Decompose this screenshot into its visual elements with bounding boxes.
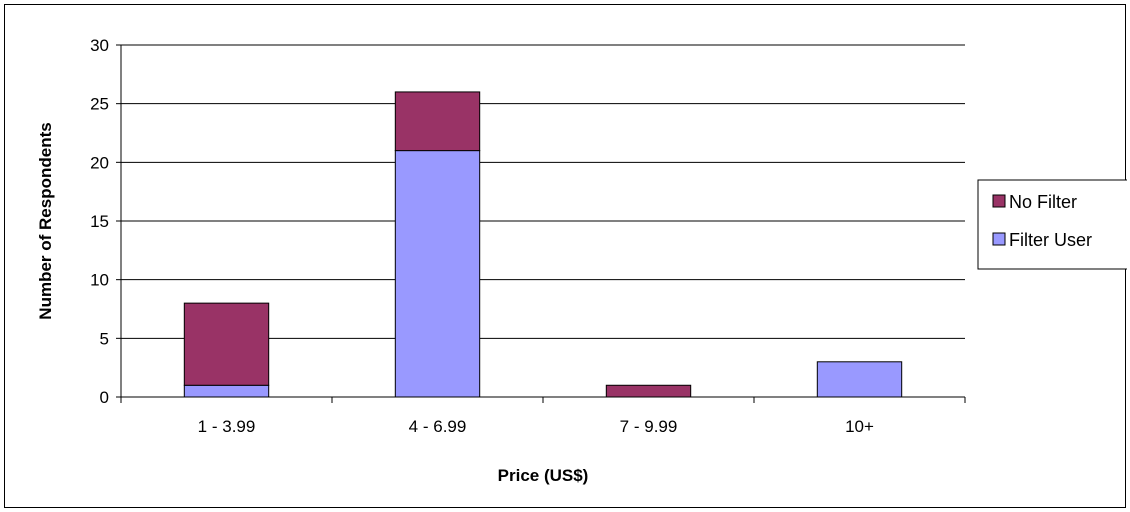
bar-no-filter [605,384,692,398]
bar-filter-user [183,384,270,398]
bar-filter-user [816,361,903,398]
x-tick-label: 4 - 6.99 [409,417,467,436]
y-tick-label: 20 [90,153,109,172]
legend-label: No Filter [1009,192,1077,212]
x-axis-title: Price (US$) [498,466,589,485]
legend: No Filter Filter User [977,179,1127,270]
legend-box [977,179,1127,270]
chart-frame: 0 5 10 15 20 25 30 1 - 3.99 4 - 6.99 7 - 9.99 10+ … [4,4,1127,508]
legend-label: Filter User [1009,230,1092,250]
bar-no-filter [394,91,481,152]
legend-swatch-filter-user [992,232,1006,246]
bars [183,91,903,398]
y-tick-label: 25 [90,95,109,114]
axes: 0 5 10 15 20 25 30 1 - 3.99 4 - 6.99 7 - 9.99 10+ [90,36,966,436]
x-tick-label: 1 - 3.99 [198,417,256,436]
x-tick-label: 10+ [845,417,874,436]
y-axis-title: Number of Respondents [36,122,55,319]
x-tick-label: 7 - 9.99 [620,417,678,436]
y-tick-label: 15 [90,212,109,231]
legend-swatch-no-filter [992,194,1006,208]
y-tick-label: 30 [90,36,109,55]
gridlines [121,44,965,339]
y-tick-label: 10 [90,271,109,290]
bar-no-filter [183,302,270,386]
bar-filter-user [394,150,481,398]
y-tick-label: 0 [100,388,109,407]
y-tick-label: 5 [100,329,109,348]
